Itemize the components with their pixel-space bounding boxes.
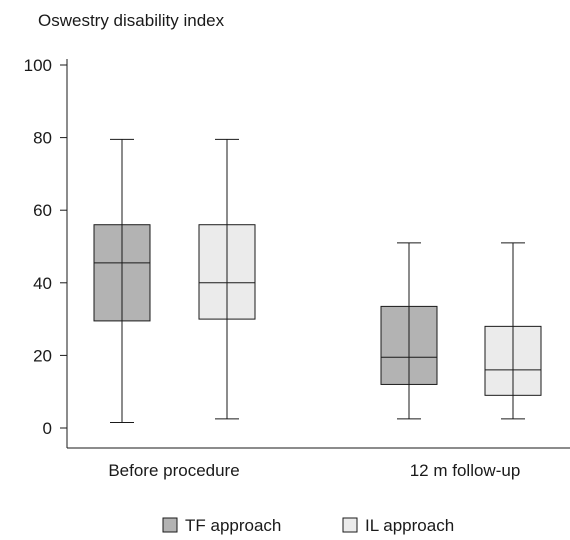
axes: 0 20 40 60 80 100 Before procedure 12 m follow-… xyxy=(24,56,570,480)
boxes xyxy=(93,138,542,424)
legend-item-il: IL approach xyxy=(342,516,454,535)
y-tick-label: 0 xyxy=(43,419,52,438)
y-tick-label: 40 xyxy=(33,274,52,293)
y-tick-label: 20 xyxy=(33,346,52,365)
y-tick-label: 100 xyxy=(24,56,52,75)
legend-label: TF approach xyxy=(185,516,281,535)
y-tick-label: 80 xyxy=(33,129,52,148)
legend-swatch xyxy=(162,517,178,533)
x-category-label: 12 m follow-up xyxy=(410,461,521,480)
box-il-1 xyxy=(484,242,542,420)
x-category-label: Before procedure xyxy=(108,461,239,480)
chart-title: Oswestry disability index xyxy=(38,11,225,30)
box-tf-0 xyxy=(93,138,151,424)
legend: TF approach IL approach xyxy=(162,516,454,535)
legend-label: IL approach xyxy=(365,516,454,535)
legend-swatch xyxy=(342,517,358,533)
box-il-0 xyxy=(198,138,256,420)
legend-item-tf: TF approach xyxy=(162,516,281,535)
y-tick-label: 60 xyxy=(33,201,52,220)
box-tf-1 xyxy=(380,242,438,420)
